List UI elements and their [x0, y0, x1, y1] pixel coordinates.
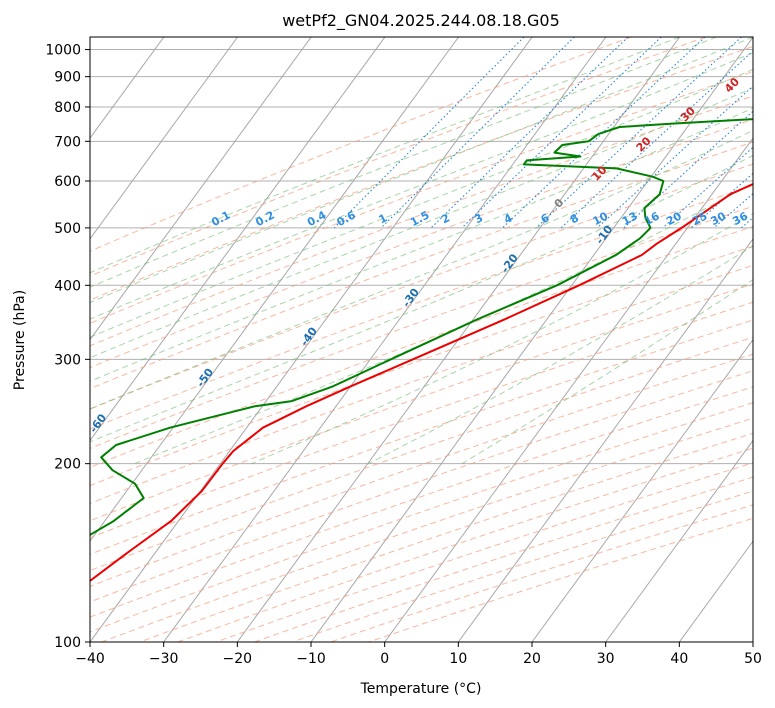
mixing-ratio-line — [690, 172, 753, 229]
mixing-ratio-label: 20 — [664, 209, 684, 228]
mixing-ratio-line — [535, 37, 742, 229]
y-tick-label: 300 — [54, 352, 81, 368]
plot-frame — [89, 36, 754, 643]
y-tick-label: 900 — [54, 70, 81, 86]
y-tick-label: 700 — [54, 134, 81, 150]
x-tick-label: 50 — [744, 651, 762, 667]
chart-title: wetPf2_GN04.2025.244.08.18.G05 — [282, 11, 560, 31]
tick-layer: −40 −30 −20 −10 0 10 20 30 40 50 1000 900 800 700 600 5… — [45, 43, 762, 667]
y-tick-label: 200 — [54, 457, 81, 473]
moist-adiabat-line — [90, 37, 717, 288]
dry-adiabat-line — [90, 205, 753, 449]
y-tick-label: 100 — [54, 635, 81, 651]
x-tick-label: −20 — [223, 651, 253, 667]
mixing-ratio-label: 30 — [708, 209, 728, 228]
moist-adiabat-line — [90, 87, 753, 359]
mixing-ratio-line — [430, 37, 629, 229]
mixing-ratio-label: 10 — [591, 209, 611, 228]
dry-adiabat-line — [90, 301, 753, 539]
mixing-ratio-line — [333, 37, 525, 229]
mixing-ratio-line — [461, 37, 662, 229]
mixing-ratio-line — [596, 85, 753, 229]
x-tick-label: 40 — [670, 651, 688, 667]
x-tick-label: 30 — [597, 651, 615, 667]
y-tick-label: 600 — [54, 174, 81, 190]
moist-adiabat-line — [90, 154, 753, 443]
dry-adiabat-line — [90, 245, 753, 487]
isotherm-line — [457, 238, 753, 642]
y-tick-label: 400 — [54, 278, 81, 294]
dry-adiabat-line — [90, 95, 753, 347]
x-tick-label: 0 — [380, 651, 389, 667]
dry-adiabat-line — [90, 353, 753, 587]
grid-layer — [90, 37, 753, 642]
profile-layer — [90, 118, 753, 583]
y-tick-label: 800 — [54, 100, 81, 116]
mixing-ratio-line — [623, 110, 753, 229]
moist-adiabat-line — [90, 129, 753, 410]
dry-adiabat-line — [90, 185, 753, 430]
isotherm-line — [90, 37, 239, 240]
moist-adiabat-line — [90, 37, 680, 274]
mixing-ratio-label: 16 — [642, 209, 662, 228]
y-axis-label: Pressure (hPa) — [12, 290, 28, 390]
dry-adiabat-line — [90, 386, 753, 618]
dry-adiabat-line — [90, 37, 632, 252]
dry-adiabat-line — [90, 118, 753, 369]
x-axis-label: Temperature (°C) — [360, 681, 482, 697]
moist-adiabat-line — [90, 37, 753, 304]
dry-adiabat-line — [90, 319, 753, 555]
temperature-profile-line — [90, 182, 753, 583]
isotherm-line — [90, 37, 386, 442]
x-tick-label: −10 — [296, 651, 326, 667]
x-tick-label: −30 — [149, 651, 179, 667]
x-tick-label: 20 — [523, 651, 541, 667]
dry-adiabat-line — [90, 264, 753, 504]
dry-adiabat-line — [90, 37, 706, 277]
moist-adiabat-line — [90, 107, 753, 382]
isotherm-line — [384, 137, 753, 642]
isotherm-line — [90, 37, 533, 642]
isotherm-line — [531, 338, 753, 642]
mixing-ratio-label: 25 — [690, 209, 710, 228]
dewpoint-profile-line — [90, 118, 753, 537]
x-tick-label: 10 — [449, 651, 467, 667]
mixing-ratio-label: 13 — [620, 209, 640, 228]
moist-adiabat-line — [90, 68, 753, 338]
x-tick-label: −40 — [75, 651, 105, 667]
isotherm-line — [163, 37, 607, 642]
mixing-ratio-label: 36 — [730, 209, 750, 228]
y-tick-label: 1000 — [45, 43, 81, 59]
y-tick-label: 500 — [54, 221, 81, 237]
dry-adiabat-line — [90, 45, 753, 301]
